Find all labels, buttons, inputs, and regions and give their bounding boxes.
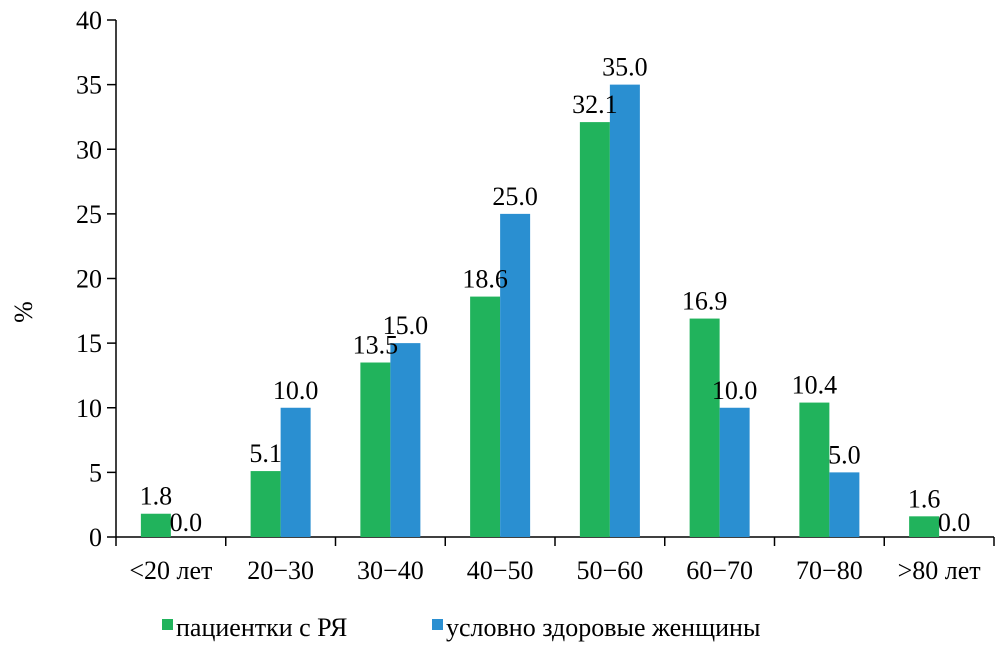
data-label-series-2: 5.0 (828, 440, 861, 469)
data-label-series-1: 16.9 (682, 287, 728, 316)
bar-series-2 (280, 407, 311, 537)
y-tick-label: 5 (89, 458, 102, 487)
data-label-series-1: 32.1 (572, 90, 618, 119)
y-tick-label: 10 (76, 394, 102, 423)
bar-series-1 (689, 318, 720, 537)
legend: пациентки с РЯ условно здоровые женщины (162, 613, 760, 642)
bar-series-1 (799, 402, 830, 537)
bars (140, 84, 940, 538)
bar-series-1 (470, 296, 501, 537)
x-tick-label: 30−40 (357, 556, 424, 585)
x-tick-label: 60−70 (686, 556, 753, 585)
bar-series-1 (360, 362, 391, 537)
bar-series-2 (390, 343, 421, 537)
bar-series-1 (140, 513, 171, 537)
data-label-series-2: 15.0 (383, 311, 429, 340)
bar-series-1 (579, 122, 610, 538)
y-tick-label: 0 (89, 523, 102, 552)
data-label-series-2: 0.0 (938, 508, 971, 537)
y-tick-label: 35 (76, 71, 102, 100)
data-label-series-2: 25.0 (492, 182, 538, 211)
x-tick-label: 70−80 (796, 556, 863, 585)
legend-swatch (162, 619, 173, 630)
legend-swatch (432, 619, 443, 630)
x-tick-label: <20 лет (129, 556, 212, 585)
data-label-series-1: 13.5 (353, 331, 399, 360)
y-tick-label: 40 (76, 6, 102, 35)
x-axis: <20 лет 20−30 30−40 40−50 50−60 60−70 70−80 >80… (115, 536, 995, 585)
y-tick-label: 30 (76, 135, 102, 164)
bar-series-2 (609, 84, 640, 537)
data-label-series-1: 5.1 (249, 439, 282, 468)
data-label-series-1: 1.6 (908, 484, 941, 513)
data-label-series-2: 35.0 (602, 53, 648, 82)
bar-series-1 (909, 516, 940, 537)
bar-series-2 (719, 407, 750, 537)
legend-label: условно здоровые женщины (446, 613, 760, 642)
bar-series-2 (829, 472, 860, 537)
y-axis: 0 5 10 15 20 25 30 35 40 (76, 6, 117, 552)
bar-series-1 (250, 471, 281, 537)
data-label-series-1: 10.4 (792, 371, 838, 400)
y-tick-label: 25 (76, 200, 102, 229)
data-label-series-2: 10.0 (273, 376, 319, 405)
legend-label: пациентки с РЯ (176, 613, 347, 642)
data-label-series-2: 10.0 (712, 376, 758, 405)
y-axis-label: % (9, 301, 38, 323)
data-label-series-1: 18.6 (462, 265, 508, 294)
x-tick-label: 20−30 (247, 556, 314, 585)
data-labels: 1.85.113.518.632.116.910.41.60.010.015.0… (140, 53, 971, 537)
y-tick-label: 20 (76, 265, 102, 294)
x-tick-label: 50−60 (577, 556, 644, 585)
data-label-series-1: 1.8 (140, 482, 173, 511)
bar-series-2 (500, 213, 531, 537)
y-tick-label: 15 (76, 329, 102, 358)
data-label-series-2: 0.0 (170, 508, 203, 537)
x-tick-label: >80 лет (898, 556, 981, 585)
x-tick-label: 40−50 (467, 556, 534, 585)
